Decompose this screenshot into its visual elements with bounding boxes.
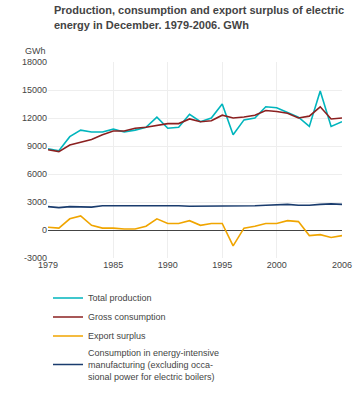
svg-text:6000: 6000 (27, 169, 47, 179)
svg-text:1995: 1995 (212, 260, 232, 270)
svg-text:3000: 3000 (27, 197, 47, 207)
svg-text:0: 0 (42, 225, 47, 235)
svg-text:Consumption in energy-intensiv: Consumption in energy-intensivemanufactu… (88, 348, 219, 381)
svg-text:12000: 12000 (22, 113, 47, 123)
svg-text:Total production: Total production (88, 293, 152, 303)
svg-text:9000: 9000 (27, 141, 47, 151)
svg-text:2006: 2006 (332, 260, 352, 270)
svg-text:Production, consumption and ex: Production, consumption and export surpl… (54, 4, 344, 30)
svg-text:1990: 1990 (158, 260, 178, 270)
svg-text:GWh: GWh (25, 46, 46, 56)
svg-text:Gross consumption: Gross consumption (88, 312, 166, 322)
svg-text:1985: 1985 (103, 260, 123, 270)
svg-text:18000: 18000 (22, 57, 47, 67)
svg-text:Export surplus: Export surplus (88, 331, 146, 341)
svg-text:15000: 15000 (22, 85, 47, 95)
svg-text:2000: 2000 (267, 260, 287, 270)
svg-text:-3000: -3000 (24, 253, 47, 263)
svg-text:1979: 1979 (38, 260, 58, 270)
